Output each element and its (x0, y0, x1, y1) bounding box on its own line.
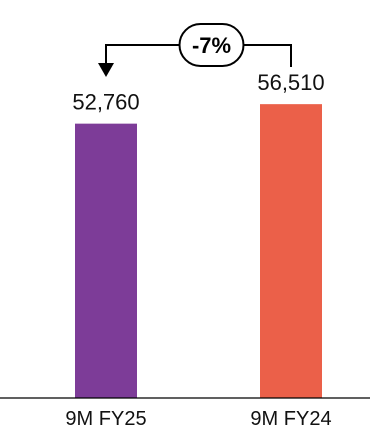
x-tick-label-1: 9M FY25 (65, 408, 146, 430)
bracket-line-left (105, 44, 180, 65)
bars-group (75, 104, 322, 398)
arrow-down-icon (98, 63, 114, 77)
x-tick-label-2: 9M FY24 (250, 408, 331, 430)
labels-group: 52,760 9M FY25 56,510 9M FY24 (65, 70, 331, 430)
change-percent-label: -7% (192, 33, 231, 58)
change-badge (178, 23, 245, 67)
bar-1 (75, 123, 137, 398)
bar-2 (260, 104, 322, 398)
change-annotation: -7% (98, 23, 292, 77)
data-label-2: 56,510 (257, 70, 324, 95)
bracket-line-right (243, 44, 292, 67)
data-label-1: 52,760 (72, 90, 139, 115)
